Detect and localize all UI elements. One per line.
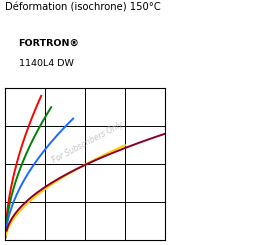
Text: For Subscribers Only: For Subscribers Only bbox=[51, 120, 125, 165]
Text: 1140L4 DW: 1140L4 DW bbox=[19, 59, 73, 68]
Text: Déformation (isochrone) 150°C: Déformation (isochrone) 150°C bbox=[5, 2, 161, 12]
Text: FORTRON®: FORTRON® bbox=[19, 39, 80, 48]
